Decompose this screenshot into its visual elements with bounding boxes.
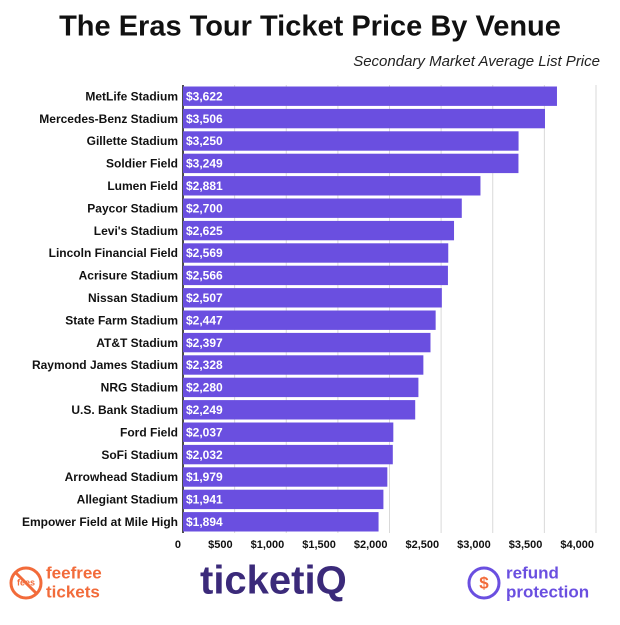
bar	[183, 467, 388, 487]
bar	[183, 265, 448, 286]
y-tick-label: Allegiant Stadium	[77, 493, 178, 507]
y-tick-label: Levi's Stadium	[94, 224, 178, 238]
value-label: $3,622	[186, 89, 223, 103]
x-tick-label: $2,000	[354, 539, 388, 551]
y-tick-label: NRG Stadium	[101, 381, 178, 395]
bar	[183, 198, 462, 218]
refund-logo: $ refund protection	[467, 563, 589, 601]
value-label: $2,032	[186, 448, 223, 462]
y-tick-label: Soldier Field	[106, 157, 178, 171]
y-tick-label: State Farm Stadium	[65, 313, 178, 327]
bar	[183, 512, 379, 532]
refund-text: refund	[506, 563, 559, 582]
bar	[183, 243, 449, 263]
x-tick-label: $500	[208, 539, 232, 551]
value-label: $2,447	[186, 313, 223, 327]
value-label: $1,979	[186, 470, 223, 484]
bar	[183, 220, 455, 241]
value-label: $2,569	[186, 246, 223, 260]
bar	[183, 332, 431, 353]
bar	[183, 153, 519, 174]
y-tick-label: Gillette Stadium	[87, 134, 178, 148]
y-tick-label: Empower Field at Mile High	[22, 515, 178, 529]
bar	[183, 288, 442, 308]
bar	[183, 422, 394, 442]
y-tick-label: Ford Field	[120, 425, 178, 439]
bar	[183, 444, 393, 465]
tickets-text: tickets	[46, 582, 100, 601]
bar	[183, 131, 519, 151]
value-label: $3,506	[186, 112, 223, 126]
x-tick-label: $1,000	[251, 539, 285, 551]
y-tick-label: Mercedes-Benz Stadium	[39, 112, 178, 126]
x-tick-label: $3,500	[509, 539, 543, 551]
chart-title: The Eras Tour Ticket Price By Venue	[59, 11, 561, 43]
value-label: $3,249	[186, 157, 223, 171]
chart-subtitle: Secondary Market Average List Price	[353, 53, 600, 70]
x-tick-label: 0	[175, 539, 181, 551]
value-label: $1,941	[186, 493, 223, 507]
feefree-logo: fees feefree tickets	[9, 563, 102, 601]
bar	[183, 400, 416, 420]
value-label: $2,881	[186, 179, 223, 193]
value-label: $2,328	[186, 358, 223, 372]
value-label: $3,250	[186, 134, 223, 148]
no-fees-icon	[9, 566, 43, 600]
value-label: $2,625	[186, 224, 223, 238]
bar	[183, 310, 436, 330]
bar	[183, 489, 384, 510]
y-tick-label: MetLife Stadium	[85, 89, 178, 103]
x-tick-label: $4,000	[560, 539, 594, 551]
bar	[183, 176, 481, 196]
x-tick-label: $1,500	[302, 539, 336, 551]
ticketiq-logo: ticketiQ	[200, 559, 347, 603]
value-label: $1,894	[186, 515, 223, 529]
y-tick-label: SoFi Stadium	[101, 448, 178, 462]
y-tick-label: Raymond James Stadium	[32, 358, 178, 372]
refund-icon	[467, 566, 501, 600]
y-tick-label: Acrisure Stadium	[79, 269, 178, 283]
bar	[183, 108, 545, 129]
y-tick-label: U.S. Bank Stadium	[71, 403, 178, 417]
y-tick-label: Lincoln Financial Field	[49, 246, 178, 260]
value-label: $2,037	[186, 425, 223, 439]
x-tick-label: $2,500	[405, 539, 439, 551]
value-label: $2,507	[186, 291, 223, 305]
dollar-icon: $	[479, 573, 489, 592]
value-label: $2,566	[186, 269, 223, 283]
y-tick-label: Arrowhead Stadium	[65, 470, 178, 484]
value-label: $2,249	[186, 403, 223, 417]
value-label: $2,700	[186, 201, 223, 215]
no-fees-slash	[13, 570, 39, 596]
bar	[183, 86, 557, 106]
protection-text: protection	[506, 582, 589, 601]
bar	[183, 355, 424, 375]
value-label: $2,397	[186, 336, 223, 350]
fees-badge: fees	[17, 577, 35, 587]
y-tick-label: AT&T Stadium	[96, 336, 178, 350]
feefree-text: feefree	[46, 563, 102, 582]
value-label: $2,280	[186, 381, 223, 395]
y-tick-label: Paycor Stadium	[87, 201, 178, 215]
y-tick-label: Nissan Stadium	[88, 291, 178, 305]
bar	[183, 377, 419, 398]
x-tick-label: $3,000	[457, 539, 491, 551]
y-tick-label: Lumen Field	[107, 179, 178, 193]
